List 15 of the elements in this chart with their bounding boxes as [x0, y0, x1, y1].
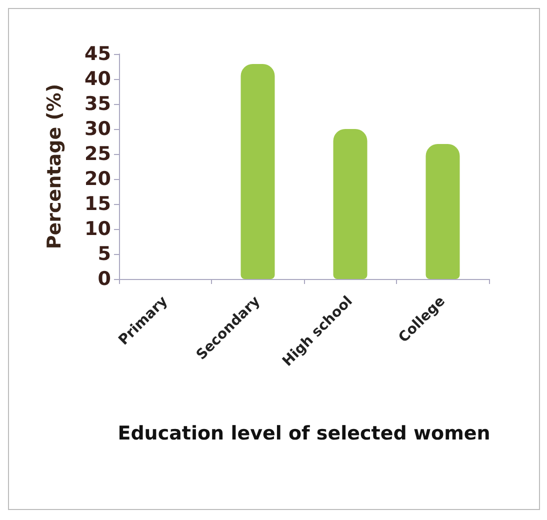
- y-tick-label: 5: [98, 243, 111, 265]
- y-tick-label: 40: [84, 68, 111, 90]
- y-tick-label: 45: [84, 43, 111, 65]
- y-tick-label: 30: [84, 118, 111, 140]
- y-tick-label: 35: [84, 93, 111, 115]
- bar: [333, 129, 368, 279]
- y-axis-title: Percentage (%): [44, 84, 66, 250]
- x-axis-title: Education level of selected women: [118, 422, 490, 444]
- y-tick-label: 0: [98, 268, 111, 290]
- y-tick-label: 15: [84, 193, 111, 215]
- bar: [240, 64, 275, 279]
- bar: [426, 144, 460, 279]
- y-tick-label: 20: [84, 168, 111, 190]
- y-tick-label: 25: [84, 143, 111, 165]
- y-tick-label: 10: [84, 218, 111, 240]
